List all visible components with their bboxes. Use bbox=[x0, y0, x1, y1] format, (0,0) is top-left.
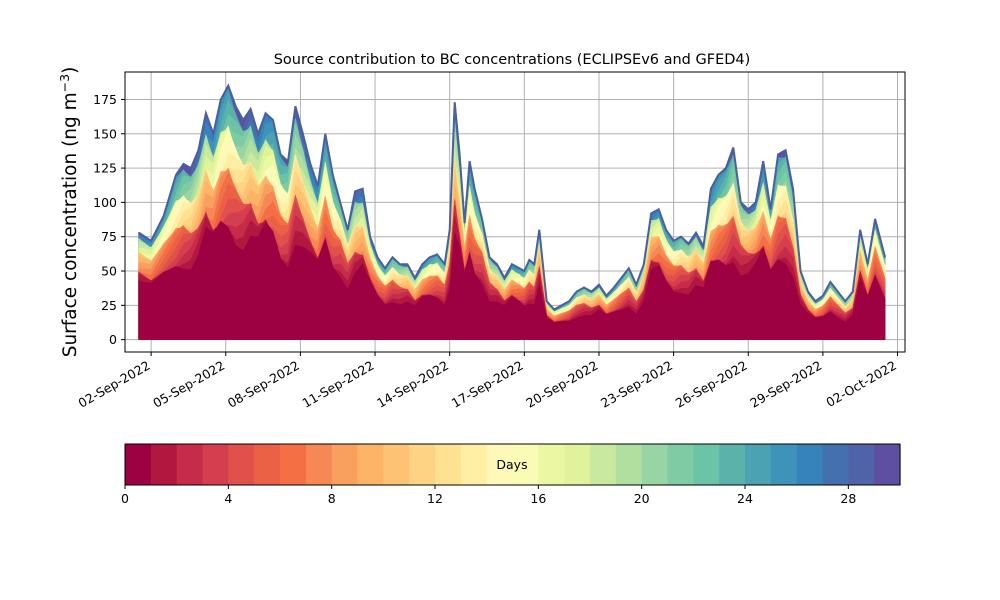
y-axis-label-superscript: −3 bbox=[57, 74, 72, 92]
colorbar-segment bbox=[383, 444, 410, 485]
y-tick-label: 125 bbox=[93, 161, 117, 176]
x-axis-ticks: 02-Sep-202205-Sep-202208-Sep-202211-Sep-… bbox=[76, 352, 899, 411]
colorbar-segment bbox=[770, 444, 798, 485]
colorbar-tick-label: 16 bbox=[530, 491, 546, 506]
x-tick-label: 14-Sep-2022 bbox=[374, 358, 451, 411]
colorbar-segment bbox=[538, 444, 565, 485]
x-tick-label: 11-Sep-2022 bbox=[299, 358, 376, 411]
colorbar-segment bbox=[228, 444, 255, 485]
colorbar-segment bbox=[357, 444, 384, 485]
colorbar-segment bbox=[564, 444, 591, 485]
y-axis-label: Surface concentration (ng m−3) bbox=[57, 67, 81, 358]
x-tick-label: 26-Sep-2022 bbox=[673, 358, 750, 411]
y-tick-label: 50 bbox=[101, 264, 117, 279]
colorbar-segment bbox=[280, 444, 307, 485]
colorbar-segment bbox=[848, 444, 875, 485]
y-tick-label: 100 bbox=[93, 195, 117, 210]
colorbar-segment bbox=[874, 444, 901, 485]
colorbar-segment bbox=[512, 444, 539, 485]
colorbar-segment bbox=[460, 444, 488, 485]
x-tick-label: 02-Oct-2022 bbox=[823, 358, 899, 410]
colorbar-segment bbox=[719, 444, 746, 485]
colorbar-segment bbox=[176, 444, 204, 485]
colorbar-segment bbox=[435, 444, 462, 485]
colorbar bbox=[124, 443, 901, 486]
y-tick-label: 75 bbox=[101, 229, 117, 244]
colorbar-tick-label: 0 bbox=[121, 491, 129, 506]
colorbar-segment bbox=[796, 444, 824, 485]
colorbar-tick-label: 28 bbox=[840, 491, 856, 506]
total-outline bbox=[138, 83, 887, 311]
colorbar-segment bbox=[667, 444, 694, 485]
colorbar-tick-label: 8 bbox=[328, 491, 336, 506]
y-tick-label: 0 bbox=[109, 332, 117, 347]
colorbar-segment bbox=[693, 444, 720, 485]
y-tick-label: 25 bbox=[101, 298, 117, 313]
colorbar-segment bbox=[641, 444, 669, 485]
plot-frame bbox=[124, 71, 906, 353]
x-tick-label: 20-Sep-2022 bbox=[523, 358, 600, 411]
colorbar-label: Days bbox=[496, 457, 527, 472]
colorbar-segment bbox=[305, 444, 333, 485]
colorbar-segment bbox=[125, 444, 152, 485]
colorbar-tick-label: 4 bbox=[224, 491, 232, 506]
stacked-areas bbox=[138, 83, 887, 340]
area-day-1 bbox=[138, 220, 886, 340]
y-axis-label-close: ) bbox=[60, 67, 81, 74]
colorbar-segment bbox=[331, 444, 359, 485]
colorbar-ticks: 0 4 8 12 16 20 24 28 bbox=[121, 485, 856, 506]
y-axis-ticks: 0 25 50 75 100 125 150 175 bbox=[93, 92, 125, 347]
x-tick-label: 05-Sep-2022 bbox=[150, 358, 227, 411]
x-tick-label: 29-Sep-2022 bbox=[747, 358, 824, 411]
y-tick-label: 175 bbox=[93, 92, 117, 107]
y-tick-label: 150 bbox=[93, 126, 117, 141]
colorbar-segment bbox=[202, 444, 229, 485]
colorbar-tick-label: 24 bbox=[737, 491, 753, 506]
colorbar-segment bbox=[615, 444, 643, 485]
colorbar-tick-label: 12 bbox=[427, 491, 443, 506]
x-tick-label: 08-Sep-2022 bbox=[225, 358, 302, 411]
colorbar-segment bbox=[822, 444, 849, 485]
colorbar-segment bbox=[254, 444, 281, 485]
colorbar-tick-label: 20 bbox=[634, 491, 650, 506]
x-tick-label: 23-Sep-2022 bbox=[598, 358, 675, 411]
chart-title: Source contribution to BC concentrations… bbox=[274, 52, 751, 68]
colorbar-segment bbox=[150, 444, 178, 485]
colorbar-segment bbox=[486, 444, 514, 485]
colorbar-segment bbox=[590, 444, 617, 485]
colorbar-segment bbox=[409, 444, 436, 485]
x-tick-label: 02-Sep-2022 bbox=[76, 358, 153, 411]
colorbar-segment bbox=[745, 444, 772, 485]
y-axis-label-text: Surface concentration (ng m bbox=[60, 92, 81, 357]
colorbar-frame bbox=[124, 443, 901, 486]
x-tick-label: 17-Sep-2022 bbox=[449, 358, 526, 411]
